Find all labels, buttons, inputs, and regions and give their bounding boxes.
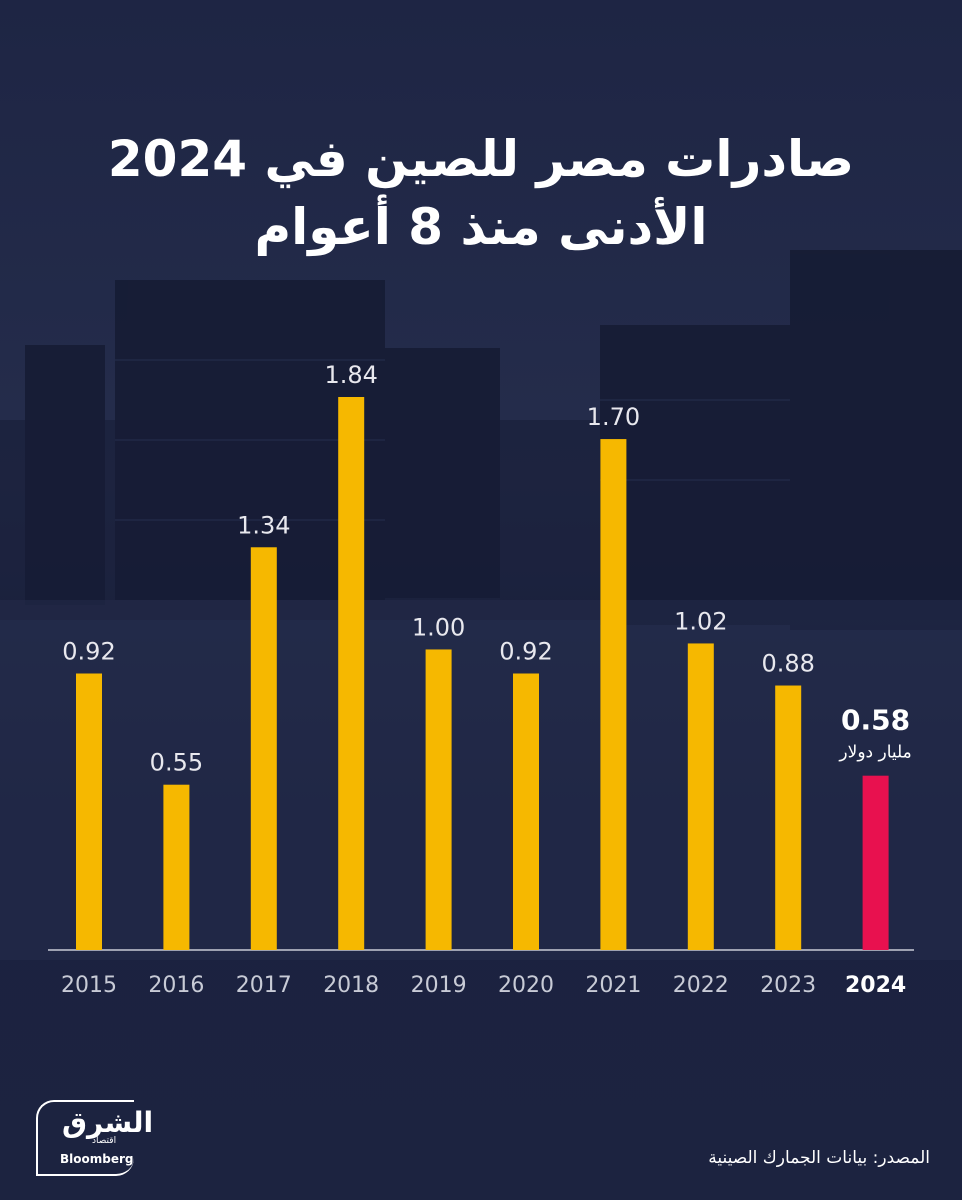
chart-title-line-2: الأدنى منذ 8 أعوام	[254, 198, 708, 256]
value-label-2023: 0.88	[761, 650, 814, 678]
value-label-2019: 1.00	[412, 613, 465, 641]
x-tick-2024: 2024	[845, 973, 906, 998]
unit-label: مليار دولار	[838, 743, 911, 763]
value-label-2020: 0.92	[499, 638, 552, 666]
value-label-2016: 0.55	[150, 749, 203, 777]
x-tick-2020: 2020	[498, 973, 554, 998]
chart-title-line-1: صادرات مصر للصين في 2024	[107, 130, 855, 188]
x-tick-2021: 2021	[585, 973, 641, 998]
bar-2016	[163, 784, 190, 950]
bar-2017	[250, 547, 277, 950]
value-label-2022: 1.02	[674, 607, 727, 635]
bar-2019	[425, 649, 452, 950]
bar-2020	[513, 673, 539, 950]
x-tick-2023: 2023	[760, 973, 816, 998]
x-tick-2022: 2022	[673, 973, 729, 998]
logo-arabic-name: الشرق	[62, 1106, 154, 1139]
source-note: المصدر: بيانات الجمارك الصينية	[708, 1148, 930, 1168]
logo-subtitle: اقتصاد	[92, 1136, 117, 1146]
value-label-2017: 1.34	[237, 511, 290, 539]
asharq-bloomberg-logo: الشرق اقتصاد Bloomberg	[36, 1100, 164, 1176]
bar-2022	[687, 643, 714, 950]
value-label-2024: 0.58	[841, 704, 910, 737]
x-tick-2019: 2019	[411, 973, 467, 998]
x-tick-2018: 2018	[323, 973, 379, 998]
value-label-2021: 1.70	[587, 403, 640, 431]
value-label-2018: 1.84	[324, 361, 377, 389]
bar-2023	[775, 685, 802, 950]
x-tick-2017: 2017	[236, 973, 292, 998]
x-tick-2015: 2015	[61, 973, 117, 998]
logo-frame	[36, 1100, 134, 1176]
value-label-2015: 0.92	[62, 638, 115, 666]
x-tick-2016: 2016	[148, 973, 204, 998]
bar-2021	[600, 439, 627, 950]
bar-2015	[76, 673, 102, 950]
bar-2024	[862, 775, 889, 950]
logo-partner: Bloomberg	[60, 1152, 134, 1166]
bar-2018	[338, 397, 365, 950]
